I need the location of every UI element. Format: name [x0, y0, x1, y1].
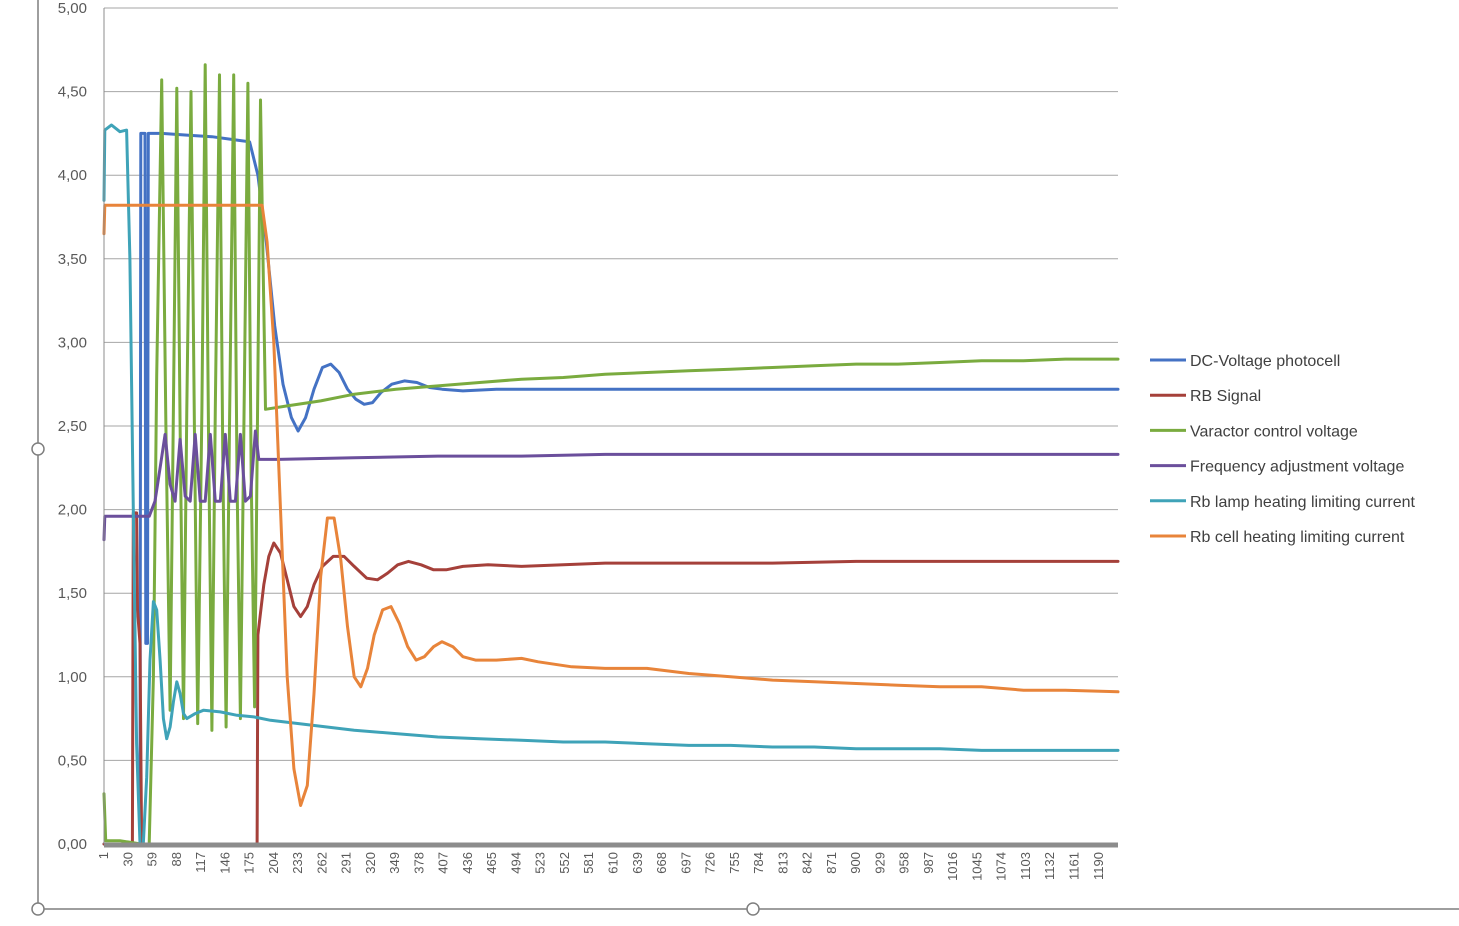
y-tick-label: 5,00 [58, 0, 87, 17]
y-tick-label: 3,00 [58, 334, 87, 351]
x-tick-label: 668 [654, 852, 669, 874]
x-tick-label: 233 [290, 852, 305, 874]
series-line-rb-cell-heating-limiting-current [102, 203, 1120, 807]
x-tick-label: 842 [800, 852, 815, 874]
x-tick-label: 349 [387, 852, 402, 874]
y-tick-label: 0,50 [58, 752, 87, 769]
y-tick-label: 2,00 [58, 502, 87, 519]
x-tick-label: 697 [678, 852, 693, 874]
y-tick-label: 0,00 [58, 836, 87, 853]
x-tick-label: 552 [557, 852, 572, 874]
x-tick-label: 581 [581, 852, 596, 874]
legend-label: Varactor control voltage [1190, 423, 1358, 440]
axes [103, 8, 1118, 848]
x-tick-label: 726 [703, 852, 718, 874]
x-tick-label: 639 [630, 852, 645, 874]
legend: DC-Voltage photocell RB Signal Varactor co… [1150, 353, 1416, 546]
x-tick-label: 117 [193, 852, 208, 873]
x-tick-label: 1045 [969, 852, 984, 881]
resize-handle-left[interactable] [31, 442, 45, 456]
x-tick-label: 523 [533, 852, 548, 874]
gridlines [104, 7, 1118, 761]
x-tick-label: 320 [363, 852, 378, 874]
y-tick-label: 4,00 [58, 167, 87, 184]
series-line-frequency-adjustment-voltage [102, 429, 1120, 542]
x-tick-label: 1 [96, 852, 111, 859]
x-tick-label: 59 [145, 852, 160, 866]
x-tick-label: 1132 [1042, 852, 1057, 880]
x-tick-label: 1190 [1091, 852, 1106, 880]
y-tick-label: 4,50 [58, 84, 87, 101]
legend-label: Rb lamp heating limiting current [1190, 494, 1416, 511]
x-tick-label: 987 [921, 852, 936, 874]
x-tick-label: 755 [727, 852, 742, 874]
x-tick-label: 1016 [945, 852, 960, 881]
x-tick-label: 262 [314, 852, 329, 874]
x-tick-label: 30 [120, 852, 135, 866]
x-tick-label: 610 [606, 852, 621, 874]
x-tick-label: 175 [242, 852, 257, 874]
y-axis-tick-labels: 0,00 0,50 1,00 1,50 2,00 2,50 3,00 3,50 4,00 4,50… [58, 0, 87, 853]
x-axis-tick-labels: 1 30 59 88 117 146 175 204 233 262 291 320 349 378 407… [96, 852, 1106, 881]
legend-label: RB Signal [1190, 388, 1261, 405]
resize-handle-bottom[interactable] [746, 902, 760, 916]
selection-frame[interactable] [31, 0, 1459, 916]
x-tick-label: 1074 [994, 852, 1009, 881]
x-tick-label: 291 [339, 852, 354, 874]
x-tick-label: 813 [775, 852, 790, 874]
x-tick-label: 146 [217, 852, 232, 874]
y-tick-label: 3,50 [58, 251, 87, 268]
resize-handle-bottom-left[interactable] [31, 902, 45, 916]
legend-label: DC-Voltage photocell [1190, 353, 1340, 370]
x-tick-label: 929 [872, 852, 887, 874]
x-tick-label: 784 [751, 852, 766, 874]
x-tick-label: 900 [848, 852, 863, 874]
y-tick-label: 1,00 [58, 669, 87, 686]
x-tick-label: 378 [411, 852, 426, 874]
x-tick-label: 204 [266, 852, 281, 874]
x-tick-label: 958 [897, 852, 912, 874]
legend-label: Frequency adjustment voltage [1190, 459, 1404, 476]
x-tick-label: 494 [508, 852, 523, 874]
series-line-dc-voltage-photocell [102, 131, 1120, 846]
x-tick-label: 1161 [1066, 852, 1081, 880]
x-tick-label: 436 [460, 852, 475, 874]
x-tick-label: 1103 [1018, 852, 1033, 880]
x-tick-label: 88 [169, 852, 184, 866]
x-tick-label: 407 [436, 852, 451, 874]
y-tick-label: 1,50 [58, 585, 87, 602]
x-tick-label: 871 [824, 852, 839, 874]
series-line-varactor-control-voltage [102, 63, 1120, 846]
legend-label: Rb cell heating limiting current [1190, 529, 1405, 546]
x-tick-label: 465 [484, 852, 499, 874]
y-tick-label: 2,50 [58, 418, 87, 435]
